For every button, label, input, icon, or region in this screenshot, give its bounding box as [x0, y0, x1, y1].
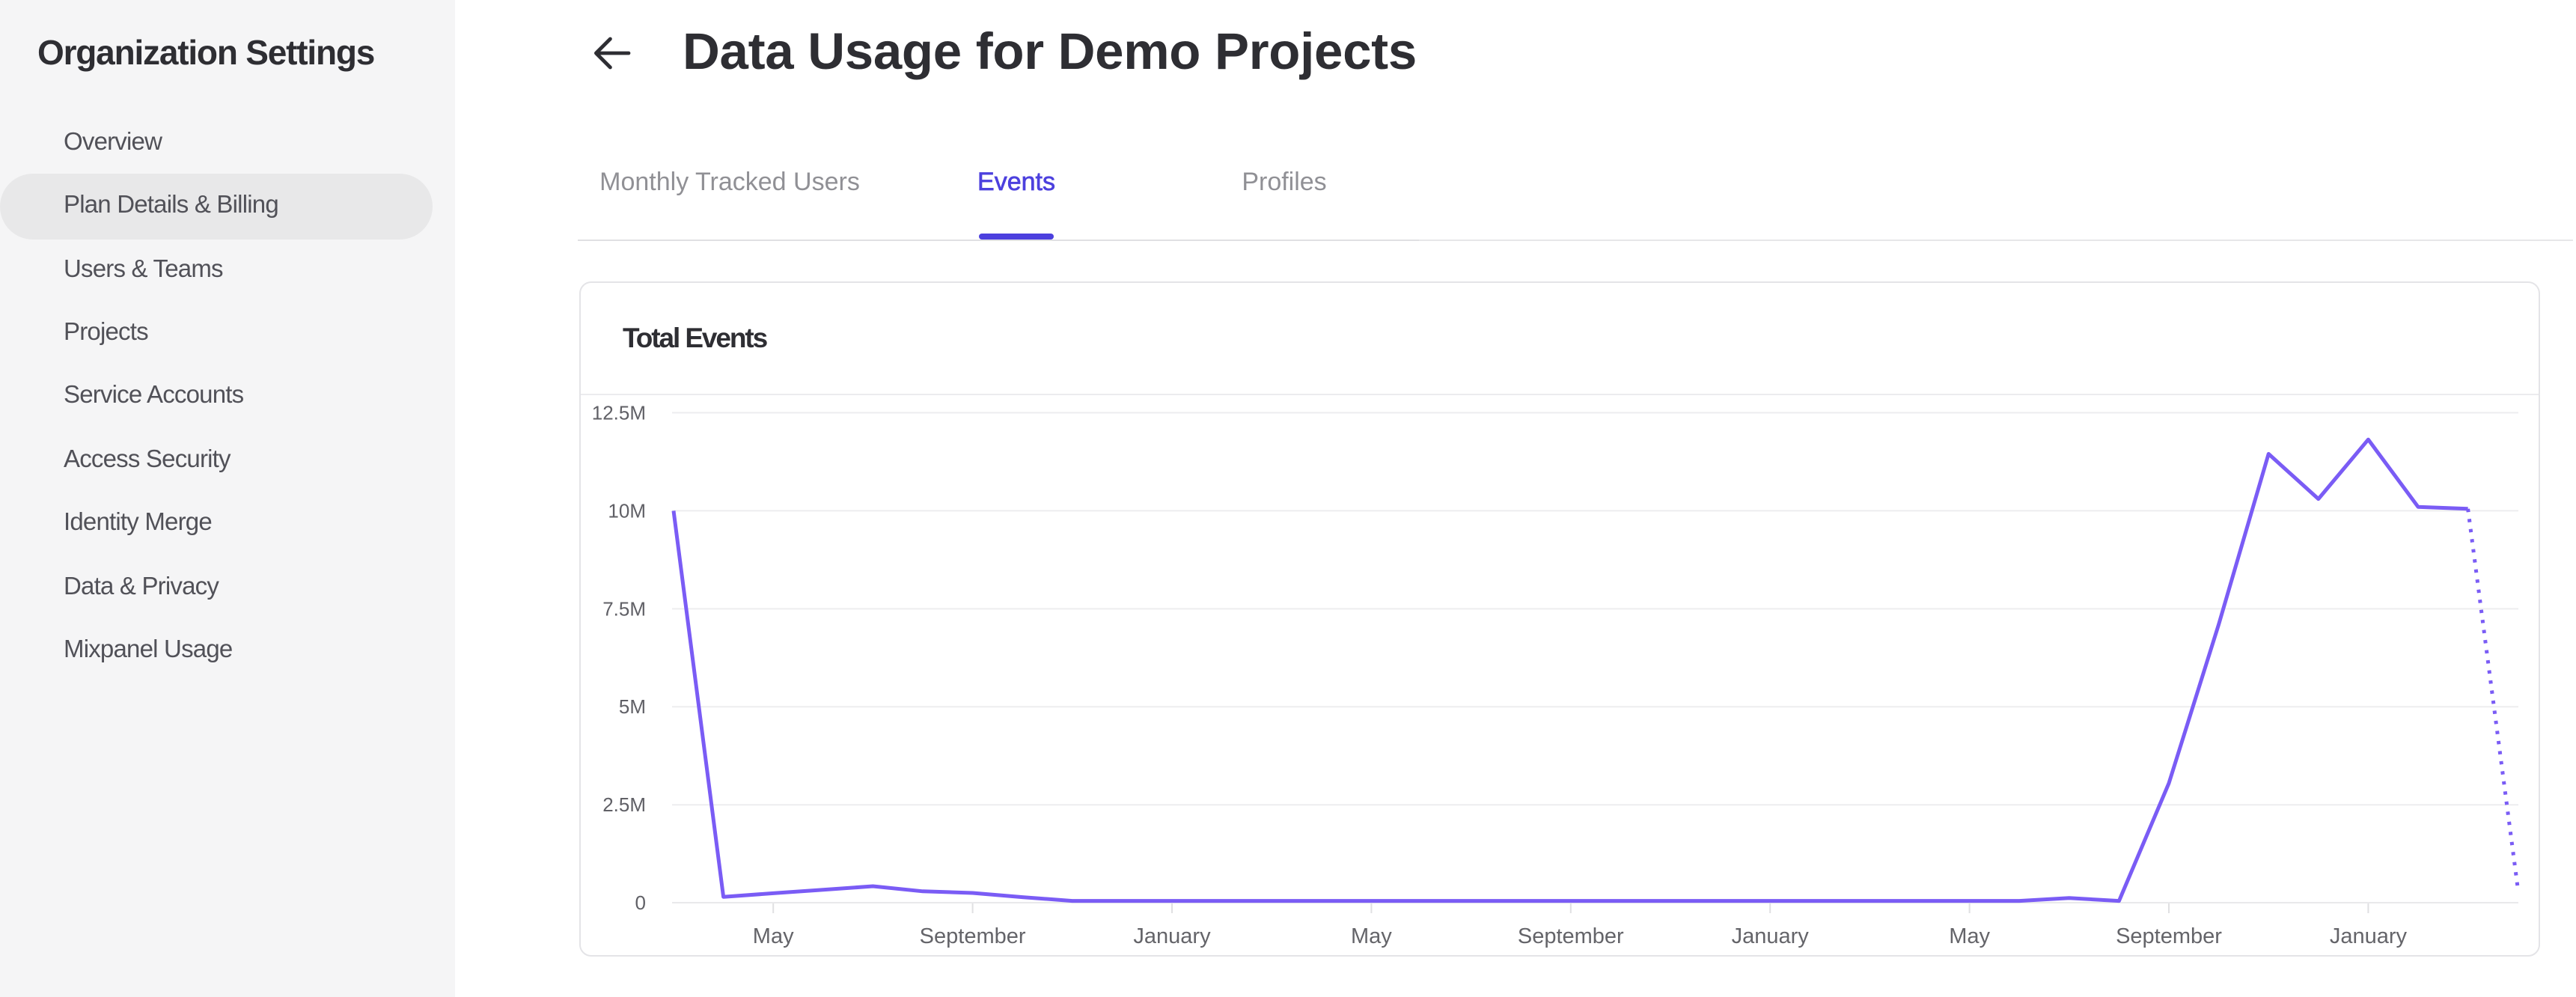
- svg-text:September: September: [2116, 924, 2222, 948]
- svg-text:0: 0: [635, 891, 646, 913]
- svg-text:12.5M: 12.5M: [592, 400, 646, 423]
- svg-text:September: September: [1518, 924, 1624, 948]
- svg-text:5M: 5M: [619, 695, 646, 717]
- svg-text:January: January: [1732, 924, 1810, 948]
- svg-text:May: May: [753, 924, 794, 948]
- svg-text:May: May: [1351, 924, 1392, 948]
- svg-text:September: September: [920, 924, 1026, 948]
- svg-text:January: January: [1133, 924, 1211, 948]
- svg-text:May: May: [1949, 924, 1990, 948]
- svg-text:10M: 10M: [608, 498, 646, 521]
- svg-text:7.5M: 7.5M: [602, 597, 646, 619]
- svg-text:2.5M: 2.5M: [602, 793, 646, 815]
- svg-text:January: January: [2330, 924, 2408, 948]
